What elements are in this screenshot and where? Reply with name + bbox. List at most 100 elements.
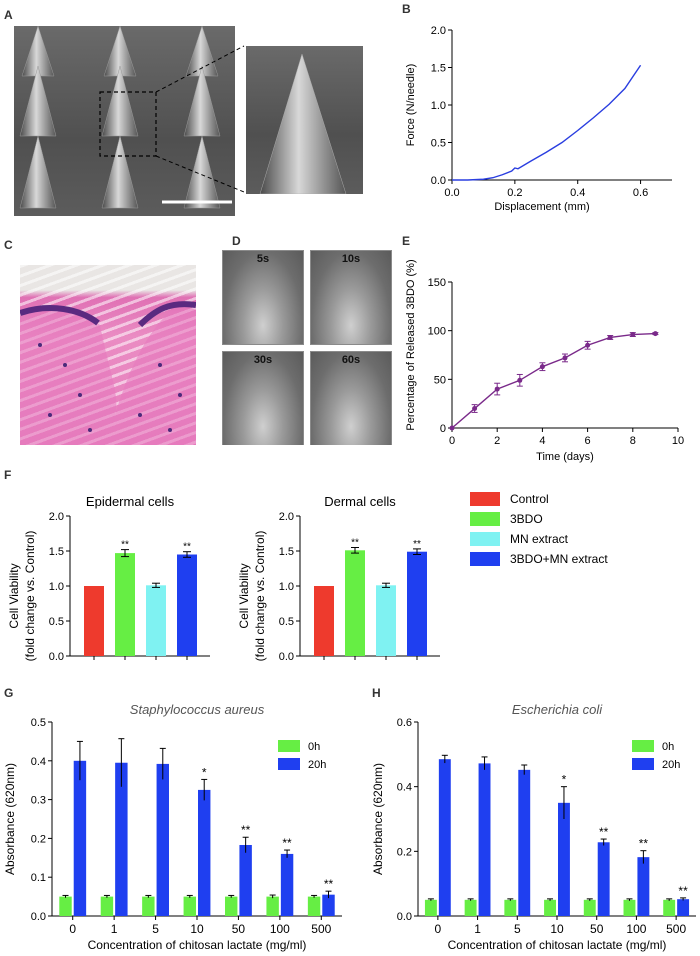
y-tick-label: 1.0 <box>49 581 64 593</box>
y-tick-label: 0.5 <box>431 138 446 150</box>
x-tick-label: 0.6 <box>633 187 648 199</box>
y-tick-label: 0.0 <box>397 911 412 923</box>
data-point <box>630 332 636 338</box>
x-tick-label: 0.0 <box>444 187 459 199</box>
bar <box>504 899 517 916</box>
force-curve <box>452 64 642 181</box>
bar <box>142 896 155 916</box>
significance-label: ** <box>413 539 421 550</box>
bar <box>583 899 596 916</box>
legend-label: Control <box>510 492 549 506</box>
panel-letter-g: G <box>4 686 14 700</box>
legend-label: 3BDO+MN extract <box>510 552 608 566</box>
bar <box>464 899 477 916</box>
bar <box>478 763 491 916</box>
bar <box>84 586 104 656</box>
x-tick-label: 6 <box>585 435 591 447</box>
chart-ecoli-absorbance: 0.0 0.2 0.4 0.6 0 1 5 10 * 50 ** 100 ** 500 ** Escheric… <box>371 702 696 952</box>
bar <box>518 769 531 916</box>
x-axis-label: Displacement (mm) <box>494 201 589 213</box>
sem-tile-label: 30s <box>253 354 273 366</box>
y-tick-label: 2.0 <box>431 25 446 37</box>
bar <box>307 896 321 916</box>
y-axis-label: Percentage of Released 3BDO (%) <box>405 259 417 430</box>
x-tick-label: 1 <box>111 922 118 936</box>
y-tick-label: 100 <box>428 326 446 338</box>
panel-letter-b: B <box>402 2 411 16</box>
release-curve <box>451 332 656 429</box>
legend-label: 0h <box>662 741 674 753</box>
x-tick-label: 0 <box>435 922 442 936</box>
y-tick-label: 0.0 <box>279 651 294 663</box>
panel-letter-d: D <box>232 234 241 248</box>
chart-staph-absorbance: 0.0 0.1 0.2 0.3 0.4 0.5 0 1 5 10 * 50 ** 100 ** 500 ** St… <box>3 702 342 952</box>
y-axis-label-2: (fold change vs. Control) <box>253 531 267 662</box>
bar <box>677 899 690 916</box>
y-tick-label: 1.5 <box>49 546 64 558</box>
legend-swatch <box>632 758 654 770</box>
bar <box>597 842 610 916</box>
bar <box>637 857 650 916</box>
chart-title: Epidermal cells <box>86 494 175 509</box>
legend-label: MN extract <box>510 532 569 546</box>
data-point <box>472 406 478 412</box>
y-axis-label: Cell Viability <box>237 563 251 628</box>
x-tick-label: 50 <box>590 922 604 936</box>
y-tick-label: 50 <box>434 374 446 386</box>
y-axis-label: Force (N/needle) <box>405 64 417 147</box>
bar <box>156 763 169 916</box>
single-microneedle-drawing <box>259 53 347 194</box>
significance-label: ** <box>282 836 292 850</box>
legend-label: 20h <box>662 759 680 771</box>
significance-label: ** <box>599 825 609 839</box>
bar <box>59 896 72 916</box>
bar <box>544 899 556 916</box>
y-tick-label: 0.0 <box>431 175 446 187</box>
significance-label: * <box>562 773 567 787</box>
legend-label: 3BDO <box>510 512 543 526</box>
y-tick-label: 0.3 <box>31 795 46 807</box>
x-axis-label: Concentration of chitosan lactate (mg/ml… <box>88 938 307 952</box>
bar <box>322 894 335 916</box>
y-tick-label: 1.5 <box>431 63 446 75</box>
x-tick-label: 100 <box>270 922 290 936</box>
significance-label: ** <box>639 837 649 851</box>
significance-label: ** <box>183 542 191 553</box>
data-point <box>494 386 500 392</box>
microneedle-sem-image <box>14 26 235 216</box>
y-tick-label: 0.0 <box>49 651 64 663</box>
data-point <box>607 334 613 340</box>
significance-label: * <box>202 765 207 779</box>
legend-swatch <box>470 552 500 566</box>
y-tick-label: 1.0 <box>431 100 446 112</box>
sem-tile-60s: 60s <box>310 351 392 445</box>
chart-dermal-viability: 0.0 0.5 1.0 1.5 2.0 ** ** Dermal cells Cell Viab… <box>237 494 440 663</box>
chart-title: Dermal cells <box>324 494 396 509</box>
sem-tile-5s: 5s <box>222 250 304 345</box>
legend-swatch <box>278 740 300 752</box>
bar <box>115 553 135 656</box>
sem-tile-label: 60s <box>341 354 361 366</box>
chart-title: Escherichia coli <box>512 702 603 717</box>
legend-label: 0h <box>308 741 320 753</box>
y-tick-label: 0.5 <box>49 616 64 628</box>
bar <box>663 899 676 916</box>
x-tick-label: 0 <box>449 435 455 447</box>
x-tick-label: 10 <box>672 435 684 447</box>
data-point <box>449 425 455 431</box>
y-tick-label: 0.2 <box>397 846 412 858</box>
sem-tile-10s: 10s <box>310 250 392 345</box>
legend-swatch <box>632 740 654 752</box>
dissolution-sem-grid: 5s 10s 30s 60s <box>222 250 392 445</box>
x-tick-label: 5 <box>152 922 159 936</box>
panel-letter-a: A <box>4 8 13 22</box>
microneedle-zoom-image <box>246 46 363 194</box>
y-tick-label: 0.4 <box>397 782 412 794</box>
y-tick-label: 1.0 <box>279 581 294 593</box>
y-tick-label: 2.0 <box>49 511 64 523</box>
significance-label: ** <box>324 877 334 891</box>
y-tick-label: 0.5 <box>279 616 294 628</box>
bar <box>558 802 570 916</box>
zoom-connector-lines <box>155 45 245 193</box>
data-point <box>517 377 523 383</box>
